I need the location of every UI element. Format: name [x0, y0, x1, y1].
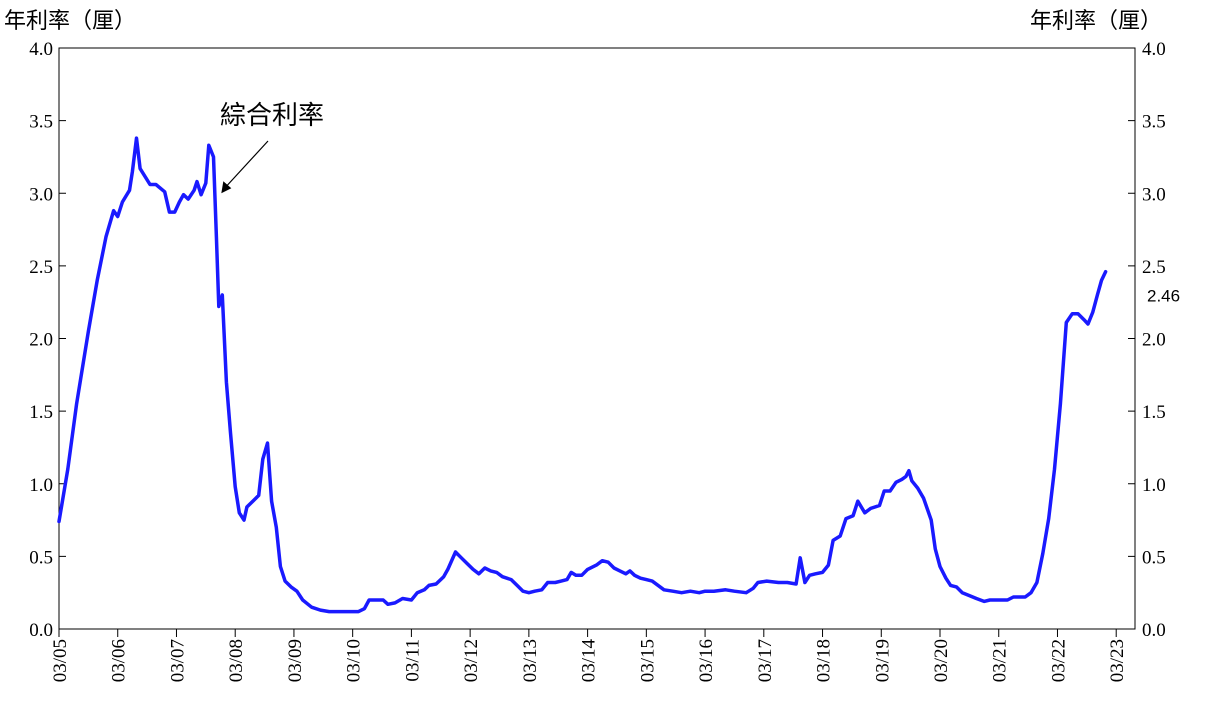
x-tick-label: 03/16: [696, 639, 717, 682]
y-tick-label-left: 1.0: [29, 475, 53, 496]
x-tick-label: 03/10: [344, 639, 365, 682]
axes: [58, 47, 1136, 630]
x-tick-label: 03/20: [931, 639, 952, 682]
x-tick-label: 03/05: [50, 639, 71, 682]
annotation-label: 綜合利率: [220, 101, 324, 131]
y-tick-label-right: 4.0: [1142, 39, 1166, 60]
x-tick-label: 03/06: [109, 639, 130, 682]
y-tick-label-left: 2.5: [29, 257, 53, 278]
y-tick-label-right: 1.5: [1142, 402, 1166, 423]
y-tick-label-left: 4.0: [29, 39, 53, 60]
x-tick-label: 03/07: [167, 639, 188, 682]
y-tick-label-right: 3.5: [1142, 112, 1166, 133]
x-tick-label: 03/19: [872, 639, 893, 682]
plot-frame: [58, 47, 1136, 630]
y-tick-label-left: 3.5: [29, 112, 53, 133]
x-tick-label: 03/08: [226, 639, 247, 682]
series-layer: 2.46: [57, 136, 1180, 614]
x-tick-label: 03/21: [990, 639, 1011, 682]
x-tick-label: 03/14: [579, 639, 600, 683]
x-tick-label: 03/15: [637, 639, 658, 682]
y-tick-label-right: 1.0: [1142, 475, 1166, 496]
y-tick-label-left: 1.5: [29, 402, 53, 423]
x-tick-label: 03/09: [285, 639, 306, 682]
y-axis-left-label: 年利率（厘）: [4, 9, 136, 34]
y-tick-label-right: 2.5: [1142, 257, 1166, 278]
x-tick-label: 03/17: [755, 639, 776, 682]
x-ticks: 03/05 03/06 03/07 03/08 03/09 03/10 03/11 03/12…: [50, 629, 1128, 682]
annotation-arrow-head: [221, 181, 232, 194]
x-tick-label: 03/18: [814, 639, 835, 682]
series-line: [57, 136, 1108, 614]
y-axis-right-label: 年利率（厘）: [1030, 9, 1162, 34]
x-tick-label: 03/23: [1107, 639, 1128, 682]
annotation: 綜合利率: [220, 101, 324, 194]
x-tick-label: 03/12: [461, 639, 482, 682]
y-tick-label-right: 2.0: [1142, 330, 1166, 351]
y-tick-label-left: 3.0: [29, 184, 53, 205]
y-tick-label-left: 2.0: [29, 330, 53, 351]
y-tick-label-right: 0.0: [1142, 620, 1166, 641]
y-tick-label-left: 0.0: [29, 620, 53, 641]
annotation-arrow-line: [226, 140, 269, 186]
x-tick-label: 03/22: [1048, 639, 1069, 682]
y-ticks: 0.0 0.0 0.5 0.5 1.0 1.0 1.5 1.5 2.0 2.0 2.5 2.5 3.0 3…: [29, 39, 1166, 641]
y-tick-label-right: 3.0: [1142, 184, 1166, 205]
y-tick-label-left: 0.5: [29, 547, 53, 568]
x-tick-label: 03/13: [520, 639, 541, 682]
x-tick-label: 03/11: [402, 639, 423, 682]
y-tick-label-right: 0.5: [1142, 547, 1166, 568]
last-value-label: 2.46: [1147, 287, 1180, 306]
